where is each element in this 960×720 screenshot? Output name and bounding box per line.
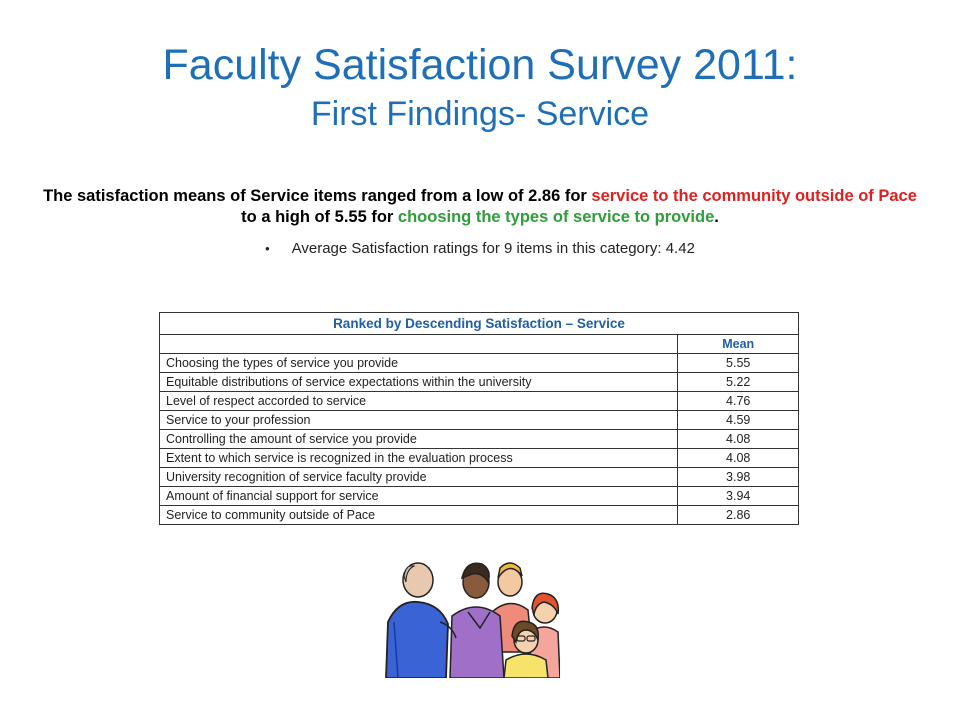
row-mean-cell: 5.55 <box>677 353 799 373</box>
row-mean-cell: 4.76 <box>677 391 799 411</box>
row-mean-cell: 4.08 <box>677 429 799 449</box>
row-mean-cell: 4.59 <box>677 410 799 430</box>
table-title-row: Ranked by Descending Satisfaction – Serv… <box>159 312 799 335</box>
title-line-1: Faculty Satisfaction Survey 2011: <box>162 41 798 89</box>
row-item-cell: Service to your profession <box>158 410 679 430</box>
row-item-cell: University recognition of service facult… <box>158 467 679 487</box>
summary-part-2: to a high of 5.55 for <box>241 208 398 226</box>
row-item-cell: Controlling the amount of service you pr… <box>158 429 679 449</box>
row-mean-cell: 4.08 <box>677 448 799 468</box>
row-item-cell: Extent to which service is recognized in… <box>158 448 679 468</box>
table-row: Service to community outside of Pace 2.86 <box>158 505 799 525</box>
row-mean-cell: 2.86 <box>677 505 799 525</box>
row-item-cell: Equitable distributions of service expec… <box>158 372 679 392</box>
table-row: University recognition of service facult… <box>158 467 799 487</box>
ranking-table: Ranked by Descending Satisfaction – Serv… <box>158 312 799 525</box>
bullet-point: • Average Satisfaction ratings for 9 item… <box>0 240 960 257</box>
table-row: Extent to which service is recognized in… <box>158 448 799 468</box>
row-item-cell: Service to community outside of Pace <box>158 505 679 525</box>
summary-part-1: The satisfaction means of Service items … <box>43 187 592 205</box>
table-row: Service to your profession 4.59 <box>158 410 799 430</box>
table-header-row: Mean <box>158 334 799 354</box>
header-mean-cell: Mean <box>677 334 799 354</box>
row-mean-cell: 3.94 <box>677 486 799 506</box>
header-item-cell <box>158 334 679 354</box>
table-row: Equitable distributions of service expec… <box>158 372 799 392</box>
row-mean-cell: 3.98 <box>677 467 799 487</box>
title-line-2: First Findings- Service <box>310 95 650 133</box>
summary-part-3: . <box>714 208 719 226</box>
slide-title: Faculty Satisfaction Survey 2011: First … <box>0 38 960 136</box>
bullet-icon: • <box>265 241 270 256</box>
row-item-cell: Level of respect accorded to service <box>158 391 679 411</box>
summary-green-text: choosing the types of service to provide <box>397 208 715 226</box>
row-mean-cell: 5.22 <box>677 372 799 392</box>
table-row: Choosing the types of service you provid… <box>158 353 799 373</box>
table-row: Level of respect accorded to service 4.76 <box>158 391 799 411</box>
summary-red-text: service to the community outside of Pace <box>591 187 917 205</box>
group-of-people-clipart <box>385 562 560 678</box>
row-item-cell: Choosing the types of service you provid… <box>158 353 679 373</box>
table-row: Amount of financial support for service 3… <box>158 486 799 506</box>
row-item-cell: Amount of financial support for service <box>158 486 679 506</box>
summary-text: The satisfaction means of Service items … <box>40 186 920 228</box>
table-row: Controlling the amount of service you pr… <box>158 429 799 449</box>
table-title: Ranked by Descending Satisfaction – Serv… <box>159 312 799 335</box>
bullet-text: Average Satisfaction ratings for 9 items… <box>291 240 695 257</box>
